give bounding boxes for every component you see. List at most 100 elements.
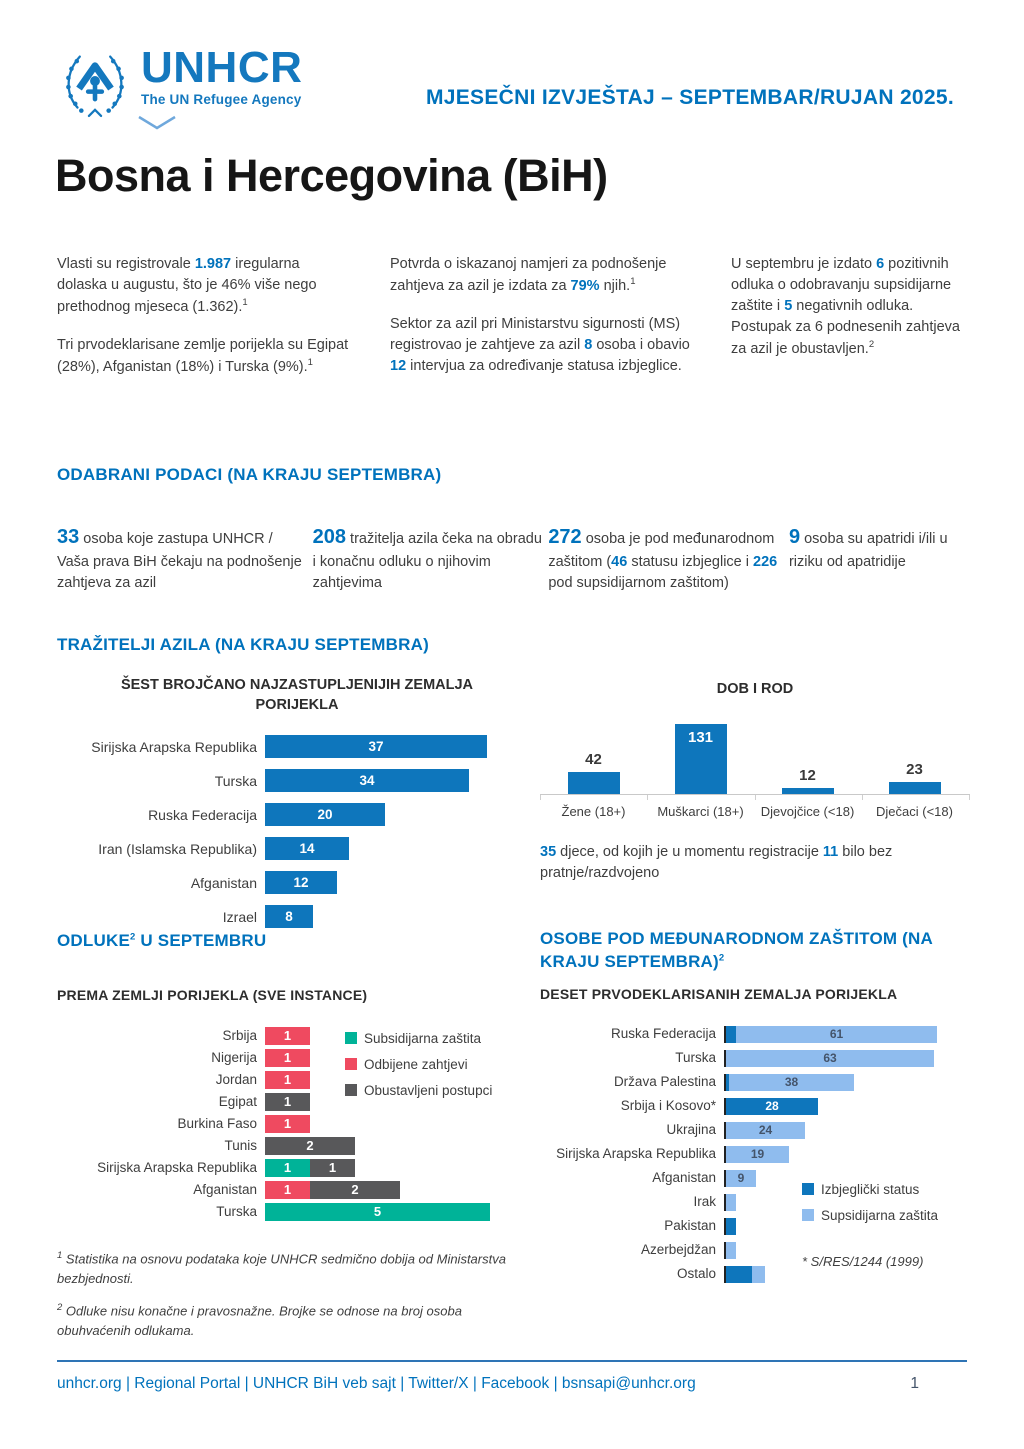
unhcr-emblem-icon xyxy=(66,55,124,118)
bar-category-label: Djevojčice (<18) xyxy=(760,803,855,819)
decisions-bars: Srbija 1 Nigerija 1 Jordan 1 Egipat 1 Burkina Fa… xyxy=(57,1026,519,1221)
origin-countries-chart: ŠEST BROJČANO NAJZASTUPLJENIJIH ZEMALJA … xyxy=(57,676,509,939)
chart-title: DOB I ROD xyxy=(716,681,794,697)
bar-category-label: Iran (Islamska Republika) xyxy=(98,840,257,857)
bar-segment xyxy=(752,1265,765,1283)
bar-segments xyxy=(724,1241,736,1259)
bar-row: Država Palestina 38 xyxy=(540,1073,980,1091)
bar-value-label: 20 xyxy=(317,807,333,823)
bar-segments: 19 xyxy=(724,1145,789,1163)
bar xyxy=(781,787,834,794)
footer-link[interactable]: UNHCR BiH veb sajt xyxy=(252,1375,396,1392)
page-number: 1 xyxy=(910,1375,919,1392)
bar-segment xyxy=(726,1241,736,1259)
footer-link[interactable]: unhcr.org xyxy=(57,1375,122,1392)
bar-value-label: 131 xyxy=(687,728,714,746)
protection-subheading: DESET PRVODEKLARISANIH ZEMALJA PORIJEKLA xyxy=(540,985,898,1002)
bar-segment: 63 xyxy=(726,1049,934,1067)
section-heading-asylum-seekers: TRAŽITELJI AZILA (NA KRAJU SEPTEMBRA) xyxy=(57,635,429,654)
bar-segment xyxy=(726,1217,736,1235)
bar-value-label: 23 xyxy=(906,760,923,778)
bar-segment: 1 xyxy=(265,1158,310,1177)
bar-category-label: Tunis xyxy=(224,1137,257,1153)
bar-segment: 24 xyxy=(726,1121,805,1139)
footer-link[interactable]: Regional Portal xyxy=(134,1375,241,1392)
bar-row: Burkina Faso 1 xyxy=(57,1114,519,1133)
bar-segment xyxy=(726,1073,729,1091)
unhcr-logo: UNHCR The UN Refugee Agency xyxy=(57,46,302,122)
bar-segments: 1 xyxy=(265,1070,310,1089)
bar-segment: 2 xyxy=(310,1180,400,1199)
column-group: 23 xyxy=(861,761,968,794)
footer-link[interactable]: Facebook xyxy=(481,1375,550,1392)
category-labels: Žene (18+) Muškarci (18+) Djevojčice (<18)… xyxy=(540,804,970,819)
bar-value-label: 12 xyxy=(799,766,816,784)
legend-label: Izbjeglički status xyxy=(821,1181,920,1197)
bar-row: Turska 34 xyxy=(57,769,509,793)
bar-row: Nigerija 1 xyxy=(57,1048,519,1067)
bar-category-label: Muškarci (18+) xyxy=(657,803,744,819)
footer-separator: | xyxy=(468,1375,482,1392)
bar-segment: 61 xyxy=(736,1025,937,1043)
axis-ticks xyxy=(540,794,970,800)
bar-category-label: Dječaci (<18) xyxy=(876,803,953,819)
bar-category-label: Izrael xyxy=(222,908,257,925)
bar-segment: 5 xyxy=(265,1202,490,1221)
bar-category-label: Srbija i Kosovo* xyxy=(620,1098,716,1114)
bar-segment: 1 xyxy=(265,1026,310,1045)
bar-category-label: Irak xyxy=(693,1194,716,1210)
column-group: 131 xyxy=(647,723,754,794)
bar-value-label: 37 xyxy=(368,739,384,755)
bar-category-label: Ruska Federacija xyxy=(610,1026,716,1042)
logo-tagline: The UN Refugee Agency xyxy=(141,92,302,107)
chart-title: ŠEST BROJČANO NAJZASTUPLJENIJIH ZEMALJA … xyxy=(120,677,474,713)
stat-item: 33 osoba koje zastupa UNHCR / Vaša prava… xyxy=(57,525,302,591)
footer-link[interactable]: bsnsapi@unhcr.org xyxy=(561,1375,696,1392)
footer-separator: | xyxy=(240,1375,253,1392)
bar-segments: 5 xyxy=(265,1202,490,1221)
chevron-down-icon xyxy=(138,115,176,130)
stat-item: 9 osoba su apatridi i/ili u riziku od ap… xyxy=(788,525,948,570)
bar-row: Ukrajina 24 xyxy=(540,1121,980,1139)
bar-category-label: Afganistan xyxy=(190,874,257,891)
bar-category-label: Sirijska Arapska Republika xyxy=(97,1159,257,1175)
bar-category-label: Ukrajina xyxy=(666,1122,716,1138)
bar-segment: 9 xyxy=(726,1169,756,1187)
section-heading-decisions: ODLUKE2 U SEPTEMBRU xyxy=(57,931,267,950)
section-heading-selected-data: ODABRANI PODACI (NA KRAJU SEPTEMBRA) xyxy=(57,465,442,484)
bar-segments: 1 xyxy=(265,1048,310,1067)
bar-segment xyxy=(726,1193,736,1211)
bar-segment: 1 xyxy=(265,1092,310,1111)
bar-value-label: 8 xyxy=(285,909,293,925)
legend-label: Subsidijarna zaštita xyxy=(364,1030,482,1046)
bar-row: Srbija 1 xyxy=(57,1026,519,1045)
footnote: 1 Statistika na osnovu podataka koje UNH… xyxy=(57,1249,506,1286)
bar-category-label: Sirijska Arapska Republika xyxy=(91,738,257,755)
bar-segment xyxy=(726,1265,752,1283)
bar-category-label: Žene (18+) xyxy=(561,803,626,819)
chart-legend: Izbjeglički status Supsidijarna zaštita xyxy=(802,1182,938,1234)
column-area: 42 131 12 23 xyxy=(540,708,970,795)
bar-row: Afganistan 12 xyxy=(57,871,509,895)
intro-paragraph: Tri prvodeklarisane zemlje porijekla su … xyxy=(57,336,349,375)
bar-segment: 1 xyxy=(265,1180,310,1199)
bar-row: Egipat 1 xyxy=(57,1092,519,1111)
protection-bars: Ruska Federacija 61 Turska 63 Država Palesti… xyxy=(540,1025,980,1283)
bar-segment: 1 xyxy=(310,1158,355,1177)
age-gender-chart: DOB I ROD 42 131 12 23 Žene (18+) Muškarci (1… xyxy=(540,680,970,819)
bar-row: Sirijska Arapska Republika 19 xyxy=(540,1145,980,1163)
legend-label: Odbijene zahtjevi xyxy=(364,1056,468,1072)
footer-link[interactable]: Twitter/X xyxy=(408,1375,469,1392)
bar-row: Sirijska Arapska Republika 1 1 xyxy=(57,1158,519,1177)
bar-segments: 38 xyxy=(724,1073,854,1091)
bar-segments xyxy=(724,1265,765,1283)
bar-category-label: Turska xyxy=(216,1203,257,1219)
legend-item: Supsidijarna zaštita xyxy=(802,1208,938,1223)
bar-segments: 28 xyxy=(724,1097,818,1115)
bar-segment: 2 xyxy=(265,1136,355,1155)
selected-data-section: ODABRANI PODACI (NA KRAJU SEPTEMBRA) 33 … xyxy=(57,464,969,594)
bar-row: Jordan 1 xyxy=(57,1070,519,1089)
